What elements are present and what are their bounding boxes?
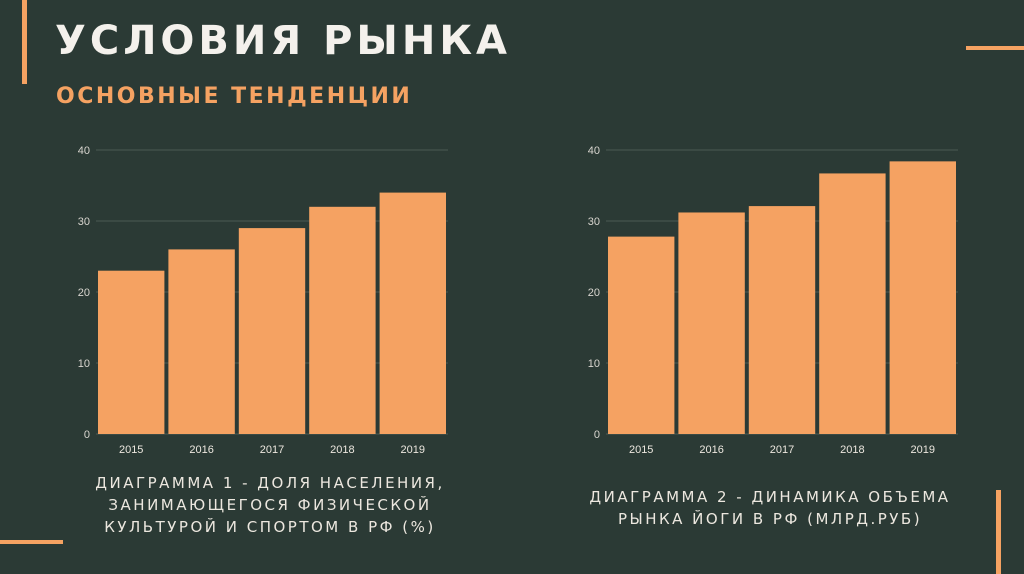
y-tick-label: 10 <box>78 358 90 370</box>
slide-title: УСЛОВИЯ РЫНКА <box>55 18 512 64</box>
caption-line: Диаграмма 2 - динамика объема <box>589 488 951 506</box>
y-tick-label: 40 <box>588 145 600 157</box>
x-tick-label: 2019 <box>911 444 935 456</box>
bar <box>819 173 886 434</box>
chart-1: 0 10 20 30 40 2015 2016 2017 2018 2019 <box>78 145 448 456</box>
y-tick-label: 30 <box>588 216 600 228</box>
x-tick-label: 2017 <box>770 444 794 456</box>
slide-subtitle: ОСНОВНЫЕ ТЕНДЕНЦИИ <box>56 84 413 109</box>
bar <box>748 206 816 434</box>
x-tick-label: 2016 <box>189 444 213 456</box>
bar <box>168 249 235 434</box>
y-tick-label: 10 <box>588 358 600 370</box>
caption-line: занимающегося физической <box>108 496 432 514</box>
bar <box>309 206 376 434</box>
bar <box>98 270 165 434</box>
x-tick-label: 2015 <box>119 444 143 456</box>
caption-line: Диаграмма 1 - доля населения, <box>95 474 445 492</box>
x-tick-label: 2016 <box>699 444 723 456</box>
y-tick-label: 30 <box>78 216 90 228</box>
bar <box>889 161 956 435</box>
bar <box>379 192 446 434</box>
bar <box>238 228 306 434</box>
y-tick-label: 20 <box>588 287 600 299</box>
y-tick-label: 0 <box>594 429 600 441</box>
accent-line-top-right <box>966 46 1024 50</box>
y-tick-label: 0 <box>84 429 90 441</box>
x-tick-label: 2018 <box>840 444 864 456</box>
accent-bar-bottom-right <box>996 490 1001 574</box>
bar <box>608 236 675 434</box>
caption-line: культурой и спортом в РФ (%) <box>104 518 436 536</box>
accent-bar-top-left <box>22 0 27 84</box>
x-tick-label: 2017 <box>260 444 284 456</box>
bar <box>678 212 745 434</box>
x-tick-label: 2015 <box>629 444 653 456</box>
x-tick-label: 2019 <box>401 444 425 456</box>
chart-2: 0 10 20 30 40 2015 2016 2017 2018 2019 <box>588 145 958 456</box>
y-tick-label: 40 <box>78 145 90 157</box>
accent-line-bottom-left <box>0 540 63 544</box>
x-tick-label: 2018 <box>330 444 354 456</box>
y-tick-label: 20 <box>78 287 90 299</box>
chart-2-caption: Диаграмма 2 - динамика объема рынка йоги… <box>560 486 980 530</box>
caption-line: рынка йоги в РФ (млрд.руб) <box>617 510 923 528</box>
chart-1-caption: Диаграмма 1 - доля населения, занимающег… <box>60 472 480 538</box>
